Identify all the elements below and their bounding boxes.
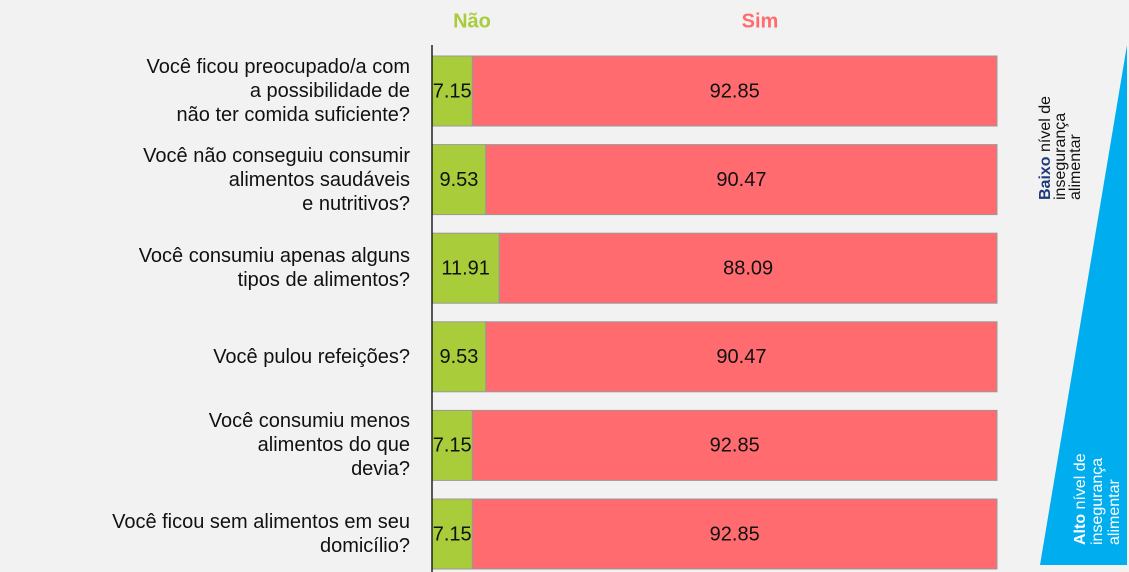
- category-label: Você ficou sem alimentos em seu domicíli…: [112, 511, 410, 557]
- value-label: 92.85: [710, 80, 760, 102]
- bar-segment: [471, 55, 998, 127]
- bar-segment: [431, 409, 473, 481]
- value-label: 9.53: [439, 346, 478, 368]
- category-label: Você consumiu menos alimentos do que dev…: [208, 410, 410, 481]
- value-label: 90.47: [716, 169, 766, 191]
- low-level-line1: Baixo nível de: [1037, 96, 1054, 200]
- high-level-line2: insegurança: [1089, 458, 1106, 545]
- bar-segment: [471, 409, 998, 481]
- value-label: 88.09: [723, 257, 773, 279]
- value-label: 92.85: [710, 523, 760, 545]
- legend-label: Sim: [742, 10, 779, 32]
- bar-segment: [498, 232, 998, 304]
- value-label: 9.53: [439, 169, 478, 191]
- low-level-line3: alimentar: [1067, 134, 1084, 200]
- bar-segment: [471, 498, 998, 570]
- high-level-line1: Alto nível de: [1072, 453, 1089, 545]
- high-level-bold: Alto: [1072, 514, 1089, 545]
- bar-segment: [485, 144, 998, 216]
- low-level-line2: insegurança: [1052, 113, 1069, 200]
- value-label: 7.15: [433, 435, 472, 457]
- category-label: Você ficou preocupado/a com a possibilid…: [146, 56, 410, 126]
- value-label: 90.47: [716, 346, 766, 368]
- high-level-text: nível de: [1072, 453, 1089, 509]
- level-triangle: [1040, 45, 1127, 565]
- value-label: 92.85: [710, 435, 760, 457]
- low-level-bold: Baixo: [1037, 156, 1054, 200]
- bar-segment: [485, 321, 998, 393]
- bar-segment: [431, 232, 500, 304]
- bar-segment: [431, 498, 473, 570]
- legend-label: Não: [453, 10, 491, 32]
- value-label: 11.91: [441, 257, 490, 279]
- bar-segment: [431, 321, 487, 393]
- high-level-line3: alimentar: [1106, 479, 1123, 545]
- category-label: Você consumiu apenas alguns tipos de ali…: [138, 245, 410, 292]
- low-level-text: nível de: [1037, 96, 1054, 152]
- category-label: Você pulou refeições?: [213, 345, 410, 368]
- value-label: 7.15: [433, 523, 472, 545]
- value-label: 7.15: [433, 80, 472, 102]
- category-label: Você não conseguiu consumir alimentos sa…: [143, 144, 410, 215]
